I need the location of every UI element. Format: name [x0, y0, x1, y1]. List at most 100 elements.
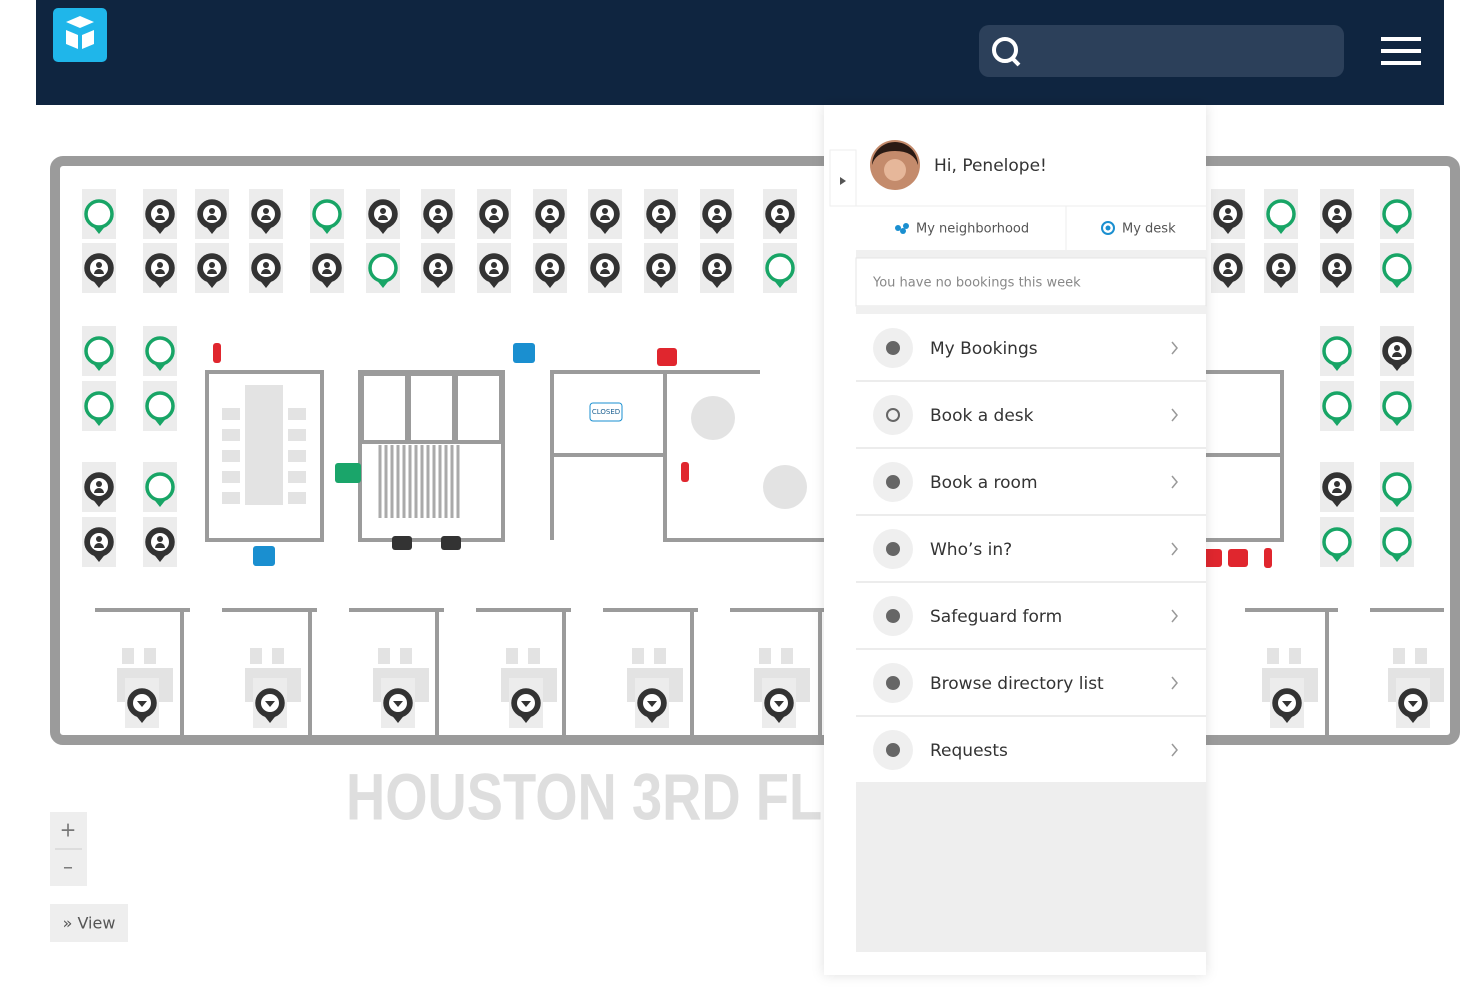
- zoom-in[interactable]: +: [60, 818, 77, 842]
- desk-pin[interactable]: [143, 381, 177, 431]
- search-box[interactable]: [979, 25, 1344, 77]
- desk-pin[interactable]: [366, 243, 400, 293]
- pin-person: [96, 481, 102, 487]
- menu-item[interactable]: Book a desk: [856, 382, 1206, 449]
- exit-sign: [335, 463, 361, 483]
- menu-button[interactable]: [1381, 37, 1421, 65]
- desk-pin[interactable]: [1320, 517, 1354, 567]
- pin-person: [157, 536, 163, 542]
- desk-pin[interactable]: [82, 189, 116, 239]
- desk-pin[interactable]: [143, 326, 177, 376]
- menu-item[interactable]: Safeguard form: [856, 583, 1206, 650]
- desk-pin[interactable]: [1380, 381, 1414, 431]
- desk-pin[interactable]: [588, 243, 622, 293]
- desk-pin[interactable]: [253, 678, 287, 728]
- desk-pin[interactable]: [509, 678, 543, 728]
- pin-head: [84, 391, 114, 421]
- menu-row: [856, 717, 1206, 783]
- desk-pin[interactable]: [249, 189, 283, 239]
- pin-arrow: [1282, 701, 1292, 707]
- desk-pin[interactable]: [1380, 462, 1414, 512]
- desk-pin[interactable]: [588, 189, 622, 239]
- desk-pin[interactable]: [477, 243, 511, 293]
- desk-pin[interactable]: [1320, 381, 1354, 431]
- first-aid: [1202, 549, 1222, 567]
- desk-pin[interactable]: [143, 517, 177, 567]
- desk-pin[interactable]: [1270, 678, 1304, 728]
- desk-pin[interactable]: [533, 243, 567, 293]
- collapse-tab[interactable]: [829, 149, 857, 207]
- desk-pin[interactable]: [82, 462, 116, 512]
- desk-pin[interactable]: [1211, 243, 1245, 293]
- desk-pin[interactable]: [762, 678, 796, 728]
- pin-person: [714, 262, 720, 268]
- desk-pin[interactable]: [1320, 189, 1354, 239]
- menu-item[interactable]: My Bookings: [856, 315, 1206, 382]
- desk-pin[interactable]: [249, 243, 283, 293]
- logo[interactable]: [53, 8, 107, 62]
- desk-pin[interactable]: [1264, 243, 1298, 293]
- desk-pin[interactable]: [125, 678, 159, 728]
- desk-pin[interactable]: [143, 189, 177, 239]
- desk-pin[interactable]: [644, 189, 678, 239]
- desk-pin[interactable]: [381, 678, 415, 728]
- view-button[interactable]: [50, 904, 128, 942]
- pin-person: [322, 269, 332, 274]
- desk-pin[interactable]: [1320, 462, 1354, 512]
- desk-pin[interactable]: [1380, 517, 1414, 567]
- pin-person: [600, 269, 610, 274]
- pin-person: [263, 208, 269, 214]
- menu-item[interactable]: Book a room: [856, 449, 1206, 516]
- menu-label: Book a room: [930, 473, 1038, 493]
- desk-pin[interactable]: [195, 189, 229, 239]
- desk-pin[interactable]: [82, 243, 116, 293]
- menu-item[interactable]: Requests: [856, 717, 1206, 784]
- zoom-out[interactable]: –: [63, 855, 73, 879]
- menu-item[interactable]: Who’s in?: [856, 516, 1206, 583]
- desk-pin[interactable]: [82, 326, 116, 376]
- pin-person: [547, 208, 553, 214]
- desk-pin[interactable]: [700, 189, 734, 239]
- tab[interactable]: My desk: [1101, 221, 1176, 237]
- restroom-stall: [454, 372, 503, 444]
- desk-pin[interactable]: [1380, 326, 1414, 376]
- desk-pin[interactable]: [635, 678, 669, 728]
- menu-icon: [886, 542, 900, 556]
- tab-label: My desk: [1122, 222, 1176, 237]
- desk-pin[interactable]: [82, 517, 116, 567]
- desk-pin[interactable]: [644, 243, 678, 293]
- desk-pin[interactable]: [421, 243, 455, 293]
- desk-pin[interactable]: [763, 189, 797, 239]
- desk-pin[interactable]: [421, 189, 455, 239]
- bookings-notice: You have no bookings this week: [872, 276, 1081, 291]
- menu-icon: [886, 408, 900, 422]
- desk-pin[interactable]: [1396, 678, 1430, 728]
- desk-pin[interactable]: [1380, 243, 1414, 293]
- tab[interactable]: My neighborhood: [895, 222, 1029, 237]
- desk-pin[interactable]: [143, 462, 177, 512]
- desk-pin[interactable]: [1264, 189, 1298, 239]
- desk-pin[interactable]: [763, 243, 797, 293]
- pin-person: [1334, 262, 1340, 268]
- desk-pin[interactable]: [310, 243, 344, 293]
- pin-person: [658, 208, 664, 214]
- bookings-box: [855, 257, 1207, 307]
- desk-pin[interactable]: [310, 189, 344, 239]
- desk-pin[interactable]: [1380, 189, 1414, 239]
- closed-sign: [589, 402, 623, 422]
- desk-pin[interactable]: [366, 189, 400, 239]
- pin-head: [1322, 527, 1352, 557]
- desk-pin[interactable]: [700, 243, 734, 293]
- chair: [222, 471, 240, 483]
- menu-item[interactable]: Browse directory list: [856, 650, 1206, 717]
- desk-pin[interactable]: [195, 243, 229, 293]
- desk-pin[interactable]: [533, 189, 567, 239]
- desk-pin[interactable]: [1320, 326, 1354, 376]
- desk-pin[interactable]: [1320, 243, 1354, 293]
- desk-pin[interactable]: [82, 381, 116, 431]
- desk-pin[interactable]: [1211, 189, 1245, 239]
- chevron: [1171, 542, 1178, 556]
- desk-pin[interactable]: [143, 243, 177, 293]
- pin-person: [547, 262, 553, 268]
- desk-pin[interactable]: [477, 189, 511, 239]
